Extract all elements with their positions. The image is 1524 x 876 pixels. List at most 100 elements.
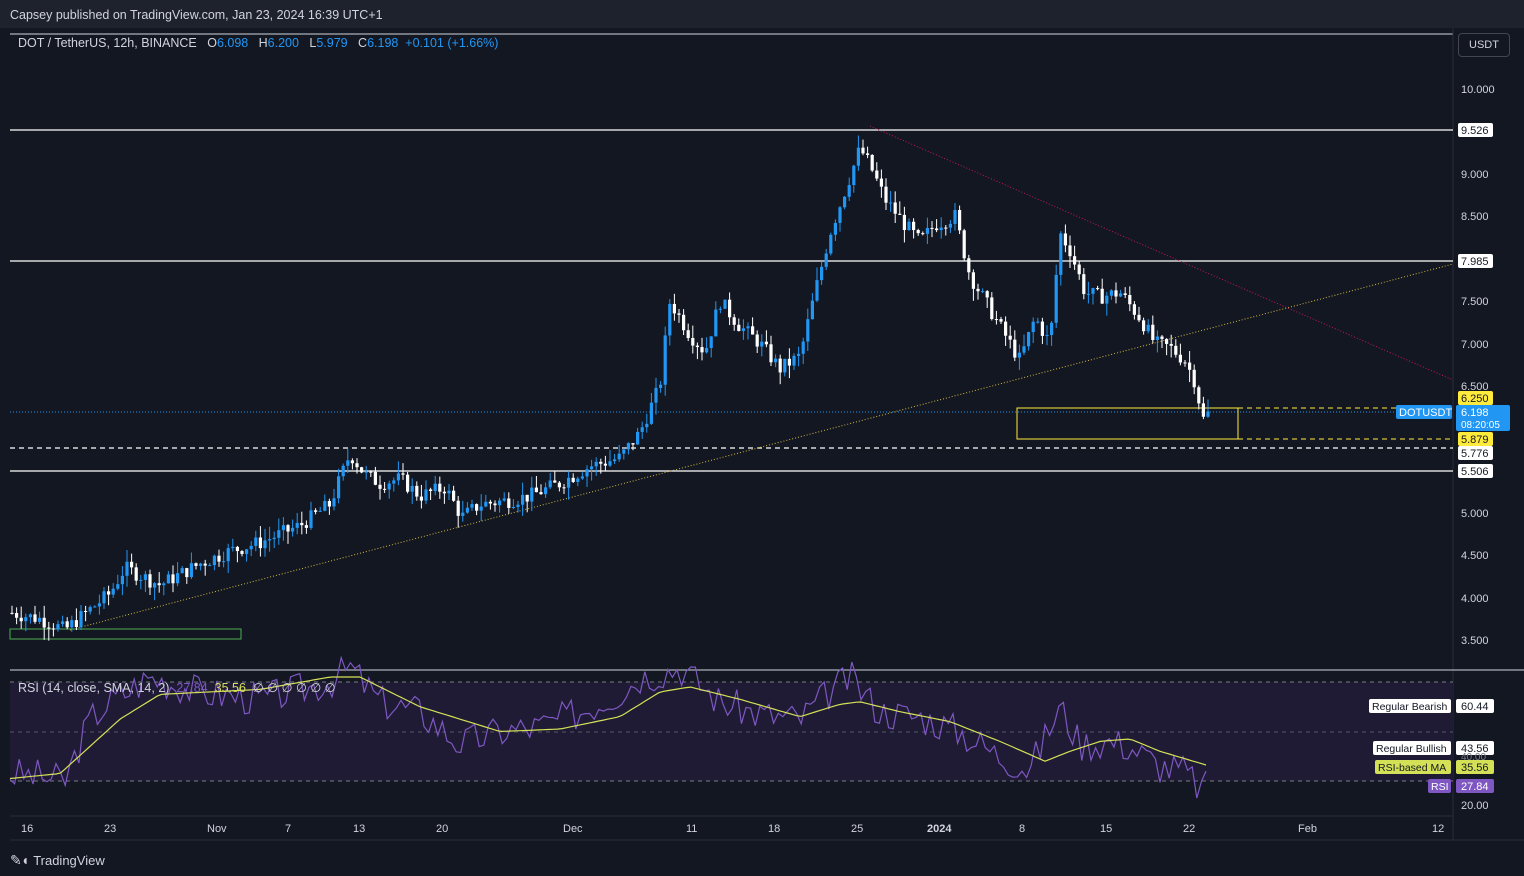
candle-body bbox=[346, 460, 350, 466]
candle-body bbox=[369, 471, 373, 473]
candle-body bbox=[939, 227, 943, 231]
current-price-tag: DOTUSDT 6.198 08:20:05 bbox=[1396, 405, 1510, 431]
candle-body bbox=[240, 551, 244, 554]
candle-body bbox=[576, 478, 580, 482]
rsi-tick: 27.84 bbox=[1461, 781, 1489, 793]
candle-body bbox=[608, 461, 612, 466]
candle-body bbox=[502, 498, 506, 501]
level-label-6250: 6.250 bbox=[1461, 393, 1489, 405]
rsi-tick: 60.44 bbox=[1461, 701, 1489, 713]
tradingview-logo[interactable]: ✎◖ TradingView bbox=[10, 852, 105, 869]
currency-button[interactable]: USDT bbox=[1458, 33, 1510, 57]
rsi-legend-title[interactable]: RSI (14, close, SMA, 14, 2) bbox=[18, 681, 170, 695]
candle-body bbox=[465, 507, 469, 513]
candle-body bbox=[580, 476, 584, 479]
candle-body bbox=[176, 573, 180, 584]
candle-body bbox=[603, 463, 607, 466]
publish-info: Capsey published on TradingView.com, Jan… bbox=[10, 8, 383, 22]
time-tick: 23 bbox=[104, 823, 116, 835]
candle-body bbox=[875, 170, 879, 179]
candle-body bbox=[10, 612, 14, 614]
candle-body bbox=[544, 487, 548, 495]
candle-body bbox=[33, 614, 37, 622]
candle-body bbox=[396, 473, 400, 481]
candle-body bbox=[530, 487, 534, 502]
time-tick: 13 bbox=[353, 823, 365, 835]
bearish-tag-bg bbox=[1369, 699, 1451, 713]
candle-body bbox=[553, 480, 557, 483]
price-tag: 6.198 bbox=[1461, 407, 1489, 419]
rsi-tick-bg bbox=[1456, 760, 1494, 774]
level-label-bg bbox=[1458, 254, 1493, 268]
candle-body bbox=[769, 344, 773, 363]
candle-body bbox=[741, 328, 745, 332]
bullish-tag-bg bbox=[1373, 741, 1451, 755]
candle-body bbox=[783, 358, 787, 373]
candle-body bbox=[88, 607, 92, 612]
candle-body bbox=[291, 527, 295, 532]
candle-body bbox=[1068, 245, 1072, 257]
level-labels: 9.526 7.985 6.250 5.879 5.776 5.506 bbox=[1458, 123, 1493, 478]
candle-body bbox=[714, 309, 718, 337]
candle-body bbox=[272, 537, 276, 540]
candle-body bbox=[622, 449, 626, 454]
rsi-legend[interactable]: RSI (14, close, SMA, 14, 2) 27.84 35.56 … bbox=[18, 680, 336, 695]
candle-body bbox=[511, 506, 515, 508]
candle-body bbox=[360, 467, 364, 473]
level-label-bg bbox=[1458, 432, 1493, 446]
candle-body bbox=[801, 341, 805, 354]
candle-body bbox=[898, 213, 902, 215]
time-tick: 8 bbox=[1019, 823, 1025, 835]
footer: ✎◖ TradingView bbox=[0, 846, 1524, 876]
candle-body bbox=[981, 291, 985, 293]
candle-body bbox=[631, 443, 635, 445]
candle-body bbox=[594, 461, 598, 467]
green-zone[interactable] bbox=[9, 628, 242, 640]
candle-body bbox=[171, 574, 175, 584]
candle-body bbox=[1091, 288, 1095, 294]
candle-body bbox=[838, 207, 842, 223]
candle-body bbox=[392, 480, 396, 484]
rsi-placeholders: ∅ ∅ ∅ ∅ ∅ ∅ bbox=[252, 681, 336, 695]
price-tick: 4.500 bbox=[1461, 550, 1489, 562]
candle-body bbox=[686, 330, 690, 339]
rsi-tick: 43.56 bbox=[1461, 743, 1489, 755]
tv-logo-icon: ✎◖ bbox=[10, 852, 29, 868]
candle-body bbox=[383, 488, 387, 490]
candle-body bbox=[341, 465, 345, 477]
candle-body bbox=[810, 300, 814, 320]
price-tick: 4.000 bbox=[1461, 593, 1489, 605]
rsi-ma-value: 35.56 bbox=[214, 681, 246, 695]
rsi-tick-bg bbox=[1456, 779, 1494, 793]
low-label: L bbox=[309, 36, 317, 50]
candle-body bbox=[585, 469, 589, 477]
candle-body bbox=[695, 345, 699, 348]
price-tick: 10.000 bbox=[1461, 84, 1495, 96]
candle-body bbox=[185, 568, 189, 578]
candle-body bbox=[429, 489, 433, 491]
candle-body bbox=[829, 234, 833, 254]
candle-body bbox=[447, 490, 451, 494]
candle-body bbox=[493, 503, 497, 506]
candle-body bbox=[792, 355, 796, 366]
candle-body bbox=[723, 299, 727, 309]
candle-body bbox=[626, 443, 630, 450]
candle-body bbox=[930, 227, 934, 229]
candle-body bbox=[948, 223, 952, 228]
candle-body bbox=[65, 621, 69, 628]
descending-trendline bbox=[869, 125, 1454, 381]
candle-body bbox=[304, 525, 308, 528]
candle-body bbox=[70, 620, 74, 628]
candle-body bbox=[755, 334, 759, 347]
level-label-5506: 5.506 bbox=[1461, 466, 1489, 478]
candle-body bbox=[1192, 369, 1196, 388]
symbol-legend[interactable]: DOT / TetherUS, 12h, BINANCE O6.098 H6.2… bbox=[18, 36, 498, 50]
candle-body bbox=[120, 575, 124, 585]
candle-body bbox=[419, 496, 423, 501]
candle-body bbox=[442, 491, 446, 494]
demand-zone[interactable] bbox=[1016, 407, 1239, 440]
candle-body bbox=[613, 459, 617, 462]
symbol-name[interactable]: DOT / TetherUS, 12h, BINANCE bbox=[18, 36, 197, 50]
candle-body bbox=[143, 574, 147, 580]
